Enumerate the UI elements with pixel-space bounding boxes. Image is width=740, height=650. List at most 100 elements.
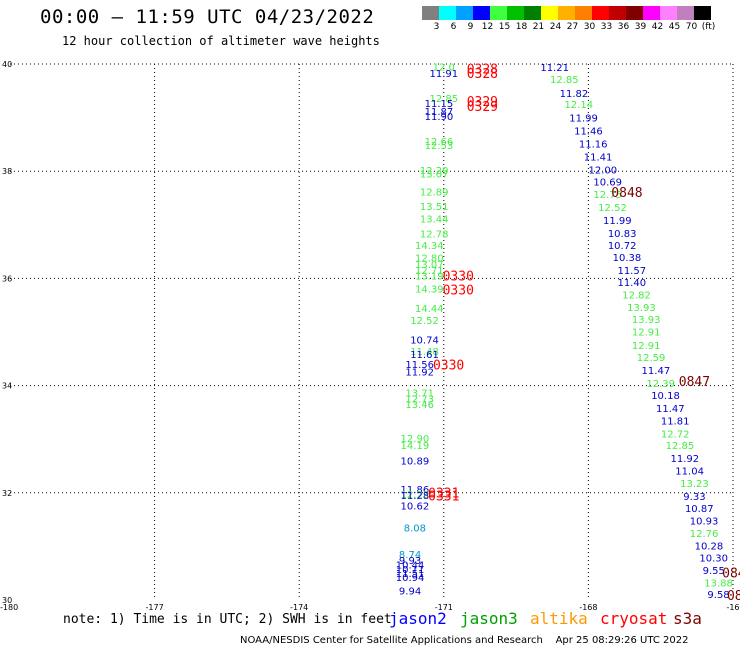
wave-height-label: 10.94	[396, 573, 425, 584]
altimeter-plot: 30 32 34 36 38 40 -180 -177 -174 -171 -168 -16 12.0…	[0, 60, 740, 610]
pass-time-label: 0330	[433, 359, 464, 374]
wave-height-label: 12.72	[661, 429, 690, 440]
wave-height-label: 13.44	[420, 214, 449, 225]
wave-height-label: 13.07	[420, 169, 449, 180]
footer-note: note: 1) Time is in UTC; 2) SWH is in fe…	[63, 612, 392, 627]
pass-time-label: 0329	[467, 100, 498, 115]
colorbar-label: 21	[532, 22, 545, 32]
wave-height-label: 10.69	[593, 177, 622, 188]
wave-height-label: 14.34	[415, 241, 444, 252]
wave-height-label: 10.28	[695, 541, 724, 552]
mission-s3a: s3a	[673, 609, 702, 628]
wave-height-label: 11.87	[425, 107, 454, 118]
colorbar-label: 12	[481, 22, 494, 32]
colorbar-label: 9	[467, 22, 474, 32]
colorbar-label: 3	[433, 22, 440, 32]
grid-lines	[10, 63, 734, 600]
wave-height-label: 11.51	[396, 569, 425, 580]
wave-height-label: 11.57	[617, 266, 646, 277]
wave-height-label: 13.07	[415, 260, 444, 271]
wave-height-label: 11.41	[584, 153, 613, 164]
pass-time-label: 0329	[467, 95, 498, 110]
wave-height-label: 12.71	[415, 266, 444, 277]
wave-height-label: 11.40	[617, 278, 646, 289]
wave-height-colorbar	[422, 6, 711, 20]
wave-height-label: 11.47	[656, 404, 685, 415]
wave-height-label: 12.85	[429, 94, 458, 105]
pass-time-label: 0328	[467, 62, 498, 77]
wave-height-label: 12.78	[420, 229, 449, 240]
x-tick-label: -168	[579, 603, 597, 610]
wave-height-label: 13.71	[405, 389, 434, 400]
wave-height-label: 11.16	[579, 139, 608, 150]
colorbar-swatch	[456, 6, 473, 20]
wave-height-label: 12.85	[550, 75, 579, 86]
wave-height-label: 13.51	[420, 202, 449, 213]
wave-height-label: 12.76	[690, 529, 719, 540]
pass-time-label: 0330	[443, 270, 474, 285]
pass-time-label: 0846	[722, 567, 740, 582]
wave-height-label: 11.82	[560, 89, 589, 100]
wave-height-label: 8.08	[404, 524, 426, 535]
wave-height-label: 12.00	[589, 166, 618, 177]
wave-height-label: 10.38	[613, 253, 642, 264]
wave-height-label: 11.56	[405, 360, 434, 371]
wave-height-label: 11.61	[410, 350, 439, 361]
y-tick-label: 32	[2, 489, 12, 498]
wave-height-label: 11.81	[661, 416, 690, 427]
wave-height-label: 10.18	[651, 391, 680, 402]
colorbar-label: 70	[685, 22, 698, 32]
wave-height-label: 13.19	[415, 272, 444, 283]
footer-credit: NOAA/NESDIS Center for Satellite Applica…	[240, 635, 689, 646]
wave-height-label: 12.52	[598, 203, 627, 214]
colorbar-label: 6	[450, 22, 457, 32]
colorbar-label: 30	[583, 22, 596, 32]
pass-time-label: 0848	[611, 186, 642, 201]
wave-height-label: 10.89	[401, 457, 430, 468]
wave-height-label: 10.72	[608, 241, 637, 252]
wave-height-label: 10.30	[699, 554, 728, 565]
wave-height-label: 12.59	[637, 353, 666, 364]
wave-height-label: 11.21	[540, 63, 569, 74]
wave-height-label: 12.0	[433, 63, 455, 74]
colorbar-label: 18	[515, 22, 528, 32]
colorbar-swatch	[439, 6, 456, 20]
wave-height-label: 13.23	[680, 479, 709, 490]
wave-height-label: 11.15	[425, 99, 454, 110]
colorbar-swatch	[490, 6, 507, 20]
colorbar-swatch	[507, 6, 524, 20]
wave-height-label: 12.89	[420, 188, 449, 199]
wave-height-label: 11.86	[401, 485, 430, 496]
pass-time-label: 0330	[443, 284, 474, 299]
pass-time-label: 0331	[428, 489, 459, 504]
colorbar-label: 15	[498, 22, 511, 32]
wave-height-label: 10.62	[401, 502, 430, 513]
colorbar-label: 33	[600, 22, 613, 32]
wave-height-label: 11.46	[574, 126, 603, 137]
wave-height-label: 12.91	[632, 341, 661, 352]
colorbar-label: 27	[566, 22, 579, 32]
colorbar-swatch	[524, 6, 541, 20]
wave-height-label: 9.55	[703, 566, 725, 577]
wave-height-label: 11.92	[670, 454, 699, 465]
wave-height-label: 11.92	[405, 368, 434, 379]
colorbar-swatch	[626, 6, 643, 20]
wave-height-label: 13.88	[704, 578, 733, 589]
chart-title: 00:00 – 11:59 UTC 04/23/2022	[40, 6, 375, 28]
colorbar-swatch	[422, 6, 439, 20]
wave-height-label: 12.53	[425, 141, 454, 152]
time-labels: 0328032803290329084803300330033008470331…	[428, 62, 740, 604]
wave-height-label: 12.39	[646, 379, 675, 390]
pass-time-label: 0328	[467, 67, 498, 82]
colorbar-swatch	[609, 6, 626, 20]
wave-height-label: 12.23	[401, 490, 430, 501]
wave-height-label: 14.19	[401, 441, 430, 452]
axis-tick-labels: 30 32 34 36 38 40 -180 -177 -174 -171 -168 -16	[0, 60, 740, 610]
colorbar-label: 36	[617, 22, 630, 32]
y-tick-label: 34	[2, 382, 12, 391]
wave-height-label: 10.93	[690, 517, 719, 528]
y-tick-label: 38	[2, 167, 12, 176]
chart-subtitle: 12 hour collection of altimeter wave hei…	[62, 34, 380, 48]
x-tick-label: -180	[0, 603, 18, 610]
y-tick-label: 40	[2, 60, 12, 69]
